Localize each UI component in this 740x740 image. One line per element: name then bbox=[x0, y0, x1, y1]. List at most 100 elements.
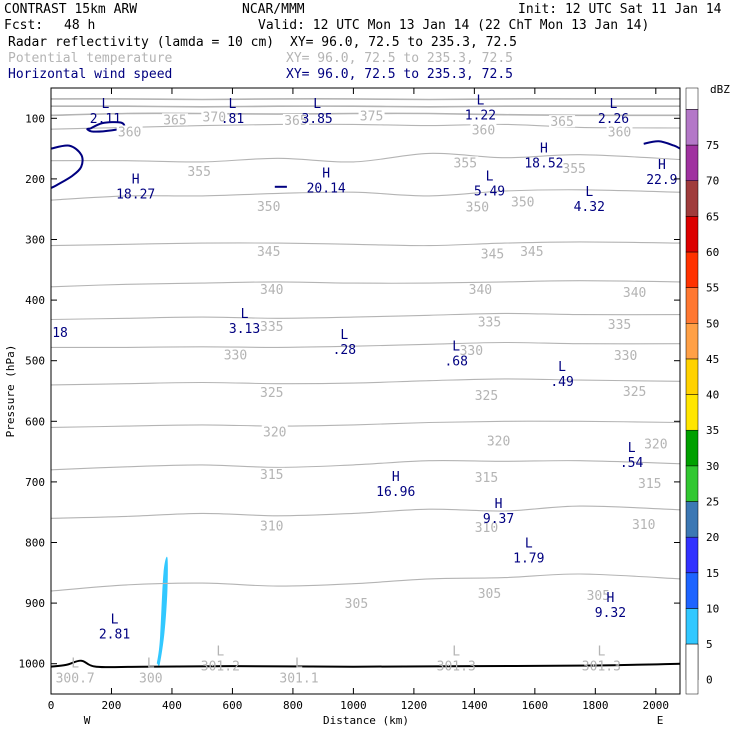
theta-label: 370 bbox=[203, 110, 226, 125]
theta-label-bg bbox=[458, 344, 485, 357]
wind-extremum-mark: H bbox=[322, 166, 330, 181]
theta-extremum-value: 301.3 bbox=[437, 659, 476, 674]
fcst-value: 48 h bbox=[64, 18, 95, 33]
theta-label-bg bbox=[201, 110, 228, 123]
theta-label: 310 bbox=[632, 518, 655, 533]
theta-label-bg bbox=[630, 518, 657, 531]
theta-label: 350 bbox=[511, 196, 534, 211]
theta-label-bg bbox=[222, 348, 249, 361]
theta-label: 375 bbox=[360, 110, 383, 125]
colorbar-swatch-20 bbox=[685, 501, 699, 538]
x-tick-label: 1800 bbox=[582, 699, 609, 712]
theta-label: 355 bbox=[454, 156, 477, 171]
theta-label: 335 bbox=[608, 318, 631, 333]
wind-extremum-mark: L bbox=[452, 340, 460, 355]
theta-label-bg bbox=[255, 244, 282, 257]
theta-label-bg bbox=[258, 467, 285, 480]
theta-label: 355 bbox=[187, 165, 210, 180]
theta-line-330 bbox=[50, 341, 681, 348]
wind-extremum-mark: H bbox=[495, 497, 503, 512]
y-axis-title: Pressure (hPa) bbox=[4, 345, 17, 438]
colorbar-swatch-75 bbox=[685, 109, 699, 146]
field-xy-reflectivity: XY= 96.0, 72.5 to 235.3, 72.5 bbox=[290, 35, 517, 50]
theta-label-bg bbox=[258, 319, 285, 332]
theta-label: 365 bbox=[284, 114, 307, 129]
colorbar-swatch-70 bbox=[685, 144, 699, 181]
theta-line-355 bbox=[50, 152, 681, 163]
theta-label: 325 bbox=[623, 385, 646, 400]
theta-extremum-value: 301.1 bbox=[279, 672, 318, 687]
theta-extremum-value: 300.7 bbox=[56, 672, 95, 687]
colorbar: 0 5 10 15 20 25 30 35 40 45 50 55 60 65 70 75 bbox=[685, 87, 719, 695]
theta-label: 320 bbox=[644, 438, 667, 453]
theta-line-315 bbox=[50, 459, 681, 471]
theta-label: 330 bbox=[460, 344, 483, 359]
field-name-wind: Horizontal wind speed bbox=[8, 67, 172, 82]
theta-label: 325 bbox=[260, 386, 283, 401]
theta-label-bg bbox=[549, 115, 576, 128]
theta-extremum-mark: L bbox=[452, 644, 460, 659]
wind-extremum-value: 4.32 bbox=[574, 200, 605, 215]
wind-extremum-value: 18.52 bbox=[524, 156, 563, 171]
theta-label-bg bbox=[621, 384, 648, 397]
theta-label-bg bbox=[621, 286, 648, 299]
theta-label-bg bbox=[358, 109, 385, 122]
theta-label: 320 bbox=[487, 435, 510, 450]
theta-label: 335 bbox=[260, 320, 283, 335]
theta-label-bg bbox=[473, 521, 500, 534]
theta-label: 315 bbox=[260, 468, 283, 483]
x-tick-label: 1400 bbox=[461, 699, 488, 712]
wind-extremum-value: .28 bbox=[333, 343, 356, 358]
wind-extremum-value: 2.26 bbox=[598, 112, 629, 127]
theta-label-bg bbox=[258, 283, 285, 296]
theta-label: 320 bbox=[263, 425, 286, 440]
wind-extremum-value: 18 bbox=[52, 326, 68, 341]
theta-line-305 bbox=[50, 573, 681, 592]
y-tick-label: 500 bbox=[25, 355, 45, 368]
surface-line bbox=[50, 659, 681, 669]
wind-extremum-value: .81 bbox=[221, 112, 244, 127]
colorbar-swatch-5 bbox=[685, 608, 699, 645]
plot-frame bbox=[50, 87, 681, 695]
wind-extremum-mark: L bbox=[558, 360, 566, 375]
theta-label: 360 bbox=[472, 124, 495, 139]
field-name-reflectivity: Radar reflectivity (lamda = 10 cm) bbox=[8, 35, 274, 50]
theta-extremum-mark: L bbox=[147, 657, 155, 672]
y-tick-label: 900 bbox=[25, 597, 45, 610]
colorbar-label: 10 bbox=[706, 602, 719, 615]
theta-extremum-mark: L bbox=[71, 657, 79, 672]
wind-extremum-mark: L bbox=[486, 169, 494, 184]
org-label: NCAR/MMM bbox=[242, 2, 305, 17]
colorbar-swatch-35 bbox=[685, 394, 699, 431]
theta-label-bg bbox=[518, 244, 545, 257]
y-tick-label: 400 bbox=[25, 294, 45, 307]
colorbar-label: 50 bbox=[706, 317, 719, 330]
wind-extremum-mark: L bbox=[229, 97, 237, 112]
theta-label: 360 bbox=[118, 125, 141, 140]
x-axis-title: Distance (km) bbox=[323, 714, 409, 727]
wind-extremum-value: 2.81 bbox=[99, 627, 130, 642]
colorbar-label: 0 bbox=[706, 674, 713, 687]
theta-line-340 bbox=[50, 280, 681, 288]
wind-extremum-mark: H bbox=[607, 591, 615, 606]
wind-extremum-mark: L bbox=[340, 328, 348, 343]
theta-label: 315 bbox=[475, 471, 498, 486]
reflectivity-area-5 bbox=[156, 556, 168, 666]
wind-extremum-value: .49 bbox=[550, 375, 573, 390]
theta-line-370 bbox=[50, 105, 680, 108]
wind-extremum-mark: L bbox=[241, 307, 249, 322]
colorbar-label: 65 bbox=[706, 210, 719, 223]
colorbar-label: 40 bbox=[706, 389, 719, 402]
theta-line-320 bbox=[50, 420, 681, 428]
colorbar-label: 55 bbox=[706, 282, 719, 295]
colorbar-label: 30 bbox=[706, 460, 719, 473]
endpoint-east: E bbox=[657, 714, 664, 727]
fcst-label: Fcst: bbox=[4, 18, 43, 33]
y-tick-label: 300 bbox=[25, 234, 45, 247]
theta-label: 305 bbox=[345, 597, 368, 612]
theta-label: 305 bbox=[478, 587, 501, 602]
x-tick-label: 1200 bbox=[401, 699, 428, 712]
wind-extremum-value: 3.13 bbox=[229, 322, 260, 337]
wind-contour-3 bbox=[643, 140, 681, 150]
